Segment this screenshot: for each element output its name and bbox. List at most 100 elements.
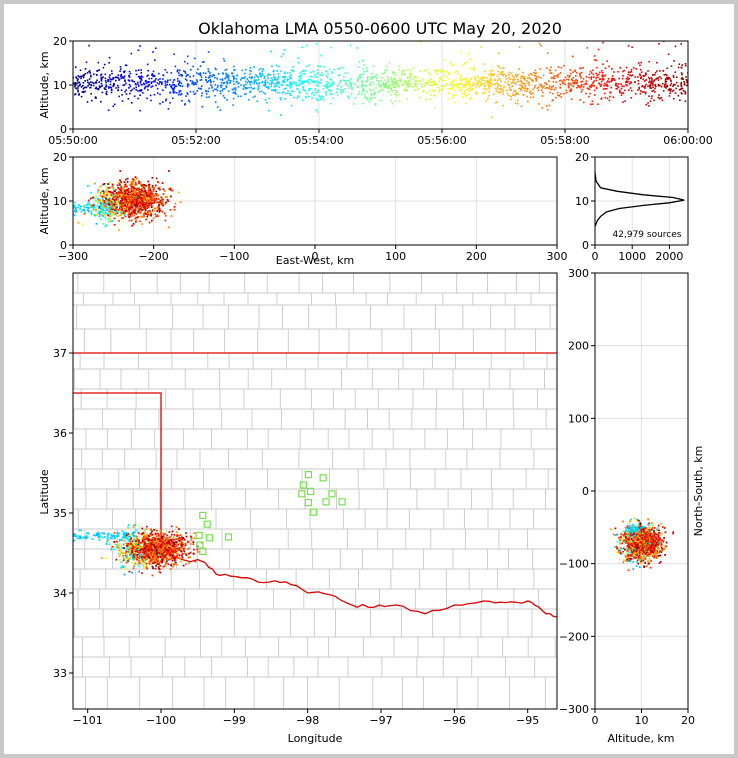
- time-height-source: [515, 93, 517, 95]
- time-height-source: [464, 90, 466, 93]
- time-height-source: [414, 76, 417, 79]
- ew-source: [109, 220, 112, 222]
- time-height-source: [240, 77, 243, 79]
- time-height-source: [156, 92, 159, 94]
- time-height-source: [108, 86, 110, 88]
- ew-source: [147, 203, 150, 205]
- ew-source: [146, 201, 149, 203]
- time-height-source: [180, 93, 182, 96]
- ew-source: [97, 212, 99, 214]
- time-height-source: [200, 94, 203, 97]
- ew-source: [56, 211, 58, 213]
- time-height-source: [568, 76, 570, 78]
- time-height-source: [384, 72, 386, 74]
- time-height-source: [128, 87, 130, 89]
- time-height-sources: [73, 41, 688, 119]
- time-tick-label: 05:50:00: [48, 134, 97, 147]
- ew-source: [118, 220, 120, 222]
- time-height-source: [441, 71, 443, 73]
- time-height-source: [667, 76, 669, 79]
- time-height-source: [146, 81, 148, 84]
- time-height-source: [524, 77, 526, 80]
- ew-source: [149, 201, 151, 203]
- time-height-source: [309, 79, 311, 81]
- ew-source: [165, 215, 167, 217]
- time-height-source: [272, 81, 274, 84]
- time-height-source: [102, 76, 104, 78]
- time-height-source: [578, 86, 580, 88]
- time-height-source: [317, 65, 319, 67]
- time-height-source: [235, 93, 237, 95]
- time-height-source: [609, 95, 611, 98]
- time-height-source: [77, 87, 79, 89]
- time-height-source: [108, 76, 111, 78]
- time-height-source: [125, 93, 128, 95]
- time-height-source: [666, 76, 668, 79]
- time-height-source: [226, 99, 228, 101]
- time-height-source: [89, 81, 92, 83]
- time-height-source: [542, 87, 544, 89]
- time-height-source: [665, 80, 668, 83]
- time-height-source: [184, 103, 186, 106]
- time-height-source: [82, 76, 85, 79]
- time-height-source: [80, 86, 83, 88]
- time-height-source: [602, 88, 605, 90]
- time-height-source: [322, 95, 324, 98]
- time-height-source: [319, 82, 321, 84]
- time-height-source: [385, 82, 387, 84]
- time-height-source: [470, 77, 473, 80]
- time-height-source: [654, 83, 657, 86]
- time-height-source: [241, 69, 244, 72]
- time-height-source: [320, 79, 322, 81]
- time-height-source: [374, 75, 376, 78]
- ew-source: [120, 188, 122, 190]
- time-height-source: [296, 88, 298, 91]
- time-height-source: [300, 74, 303, 76]
- time-height-source: [441, 85, 443, 87]
- time-height-source: [619, 91, 621, 94]
- ew-source: [112, 207, 115, 210]
- ew-source: [128, 219, 131, 222]
- ew-source: [99, 213, 102, 215]
- time-height-source: [442, 79, 444, 82]
- time-height-source: [452, 96, 454, 99]
- time-height-source: [373, 91, 376, 94]
- time-height-source: [357, 93, 360, 95]
- time-height-source: [317, 89, 319, 92]
- ew-source: [126, 188, 128, 191]
- ew-source: [115, 199, 117, 201]
- time-height-source: [433, 82, 436, 84]
- time-height-source: [439, 76, 442, 79]
- time-height-source: [652, 89, 655, 92]
- time-height-source: [465, 95, 467, 97]
- ew-source: [126, 202, 129, 204]
- ew-source: [145, 218, 147, 221]
- time-height-source: [582, 86, 585, 88]
- time-height-source: [651, 74, 654, 76]
- time-height-source: [340, 91, 342, 93]
- time-height-source: [77, 85, 80, 88]
- ew-source: [103, 193, 106, 195]
- time-height-source: [470, 67, 472, 70]
- time-height-source: [79, 83, 81, 86]
- time-height-source: [621, 77, 624, 80]
- time-height-source: [579, 67, 581, 69]
- time-height-source: [652, 86, 654, 88]
- time-height-source: [107, 78, 109, 81]
- ew-source: [129, 193, 131, 196]
- time-height-source: [450, 81, 452, 84]
- time-height-source: [276, 79, 278, 81]
- time-height-source: [530, 93, 533, 95]
- ew-source: [151, 185, 154, 187]
- time-height-source: [105, 88, 107, 91]
- time-height-source: [607, 80, 609, 82]
- time-height-source: [311, 97, 313, 99]
- time-height-source: [184, 72, 187, 74]
- time-height-source: [325, 87, 328, 89]
- time-height-source: [675, 87, 677, 90]
- time-height-source: [273, 85, 276, 88]
- time-height-source: [253, 81, 256, 83]
- time-height-source: [653, 80, 655, 82]
- time-height-source: [192, 75, 195, 77]
- ew-source: [152, 217, 155, 220]
